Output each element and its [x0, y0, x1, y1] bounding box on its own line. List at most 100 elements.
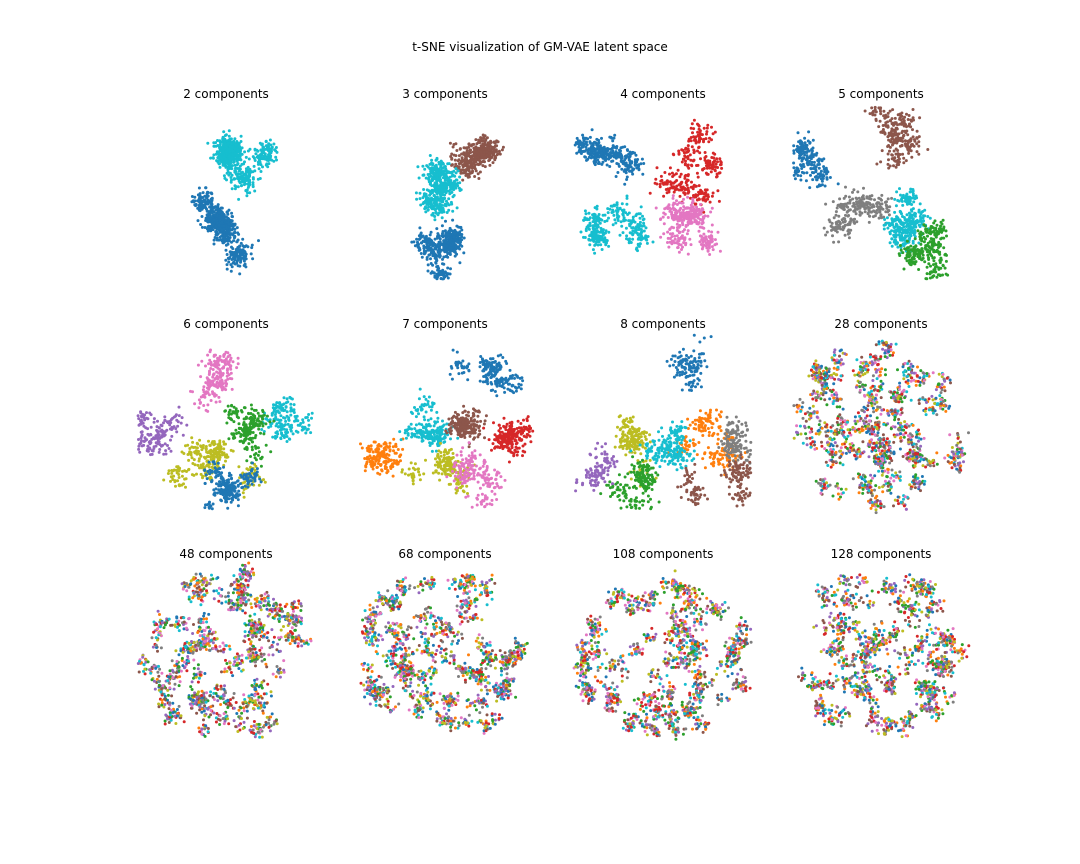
scatter-point-1	[239, 148, 242, 152]
scatter-point-3	[452, 235, 456, 239]
scatter-point-2	[888, 145, 892, 149]
scatter-point-2	[430, 158, 434, 162]
scatter-point-5	[919, 242, 923, 246]
scatter-point-4	[706, 249, 710, 252]
scatter-point-4	[704, 235, 708, 239]
scatter-point-4	[689, 216, 693, 220]
scatter-point-3	[440, 242, 444, 246]
scatter-point-1	[212, 153, 216, 157]
scatter-point-1	[469, 171, 473, 175]
scatter-point-4	[913, 231, 917, 234]
scatter-point-5	[941, 263, 945, 267]
scatter-point-2	[684, 159, 687, 163]
scatter-point-2	[218, 219, 222, 223]
scatter-point-2	[218, 216, 221, 219]
scatter-point-4	[705, 242, 709, 246]
scatter-point-3	[863, 210, 867, 214]
scatter-point-3	[879, 197, 882, 201]
scatter-point-1	[206, 141, 210, 145]
scatter-point-1	[254, 152, 258, 156]
scatter-point-4	[696, 216, 700, 220]
scatter-point-4	[684, 216, 687, 220]
scatter-point-1	[810, 151, 814, 155]
scatter-point-3	[865, 196, 869, 200]
scatter-point-3	[439, 248, 442, 252]
scatter-point-2	[249, 252, 253, 256]
scatter-point-4	[711, 248, 715, 252]
scatter-point-3	[451, 218, 455, 222]
scatter-point-1	[239, 184, 243, 188]
scatter-point-2	[230, 215, 234, 218]
scatter-point-1	[590, 128, 594, 132]
scatter-point-2	[200, 203, 204, 207]
scatter-point-3	[849, 218, 853, 222]
scatter-point-2	[428, 154, 432, 157]
scatter-point-3	[591, 216, 595, 220]
scatter-point-5	[946, 273, 950, 277]
scatter-point-3	[603, 213, 607, 217]
scatter-point-5	[928, 270, 932, 274]
scatter-point-1	[473, 163, 477, 167]
scatter-point-1	[251, 155, 255, 159]
scatter-point-4	[701, 238, 705, 242]
scatter-point-2	[209, 229, 213, 233]
scatter-point-4	[908, 225, 912, 228]
scatter-point-4	[905, 213, 909, 217]
scatter-point-1	[805, 171, 809, 175]
scatter-point-2	[229, 263, 233, 267]
scatter-point-1	[209, 156, 213, 160]
scatter-point-2	[884, 124, 888, 128]
scatter-point-2	[435, 176, 439, 180]
scatter-point-2	[710, 125, 713, 129]
scatter-point-3	[835, 206, 839, 210]
scatter-point-3	[830, 221, 834, 225]
scatter-point-1	[588, 135, 592, 139]
scatter-point-4	[899, 238, 902, 242]
scatter-point-2	[706, 159, 710, 163]
scatter-point-1	[821, 176, 825, 180]
scatter-point-2	[692, 118, 696, 122]
scatter-point-2	[432, 198, 436, 202]
scatter-point-2	[224, 224, 228, 228]
scatter-point-3	[853, 221, 857, 225]
scatter-point-2	[890, 129, 893, 133]
scatter-point-3	[438, 254, 442, 258]
scatter-point-2	[225, 234, 229, 238]
scatter-point-2	[705, 130, 709, 134]
scatter-point-2	[894, 126, 898, 130]
scatter-point-2	[446, 182, 450, 186]
scatter-point-1	[230, 145, 234, 149]
scatter-point-1	[224, 133, 228, 137]
scatter-point-3	[856, 190, 860, 194]
scatter-point-3	[637, 228, 641, 231]
scatter-point-4	[691, 205, 695, 209]
scatter-point-2	[696, 130, 700, 134]
scatter-point-3	[834, 227, 838, 230]
scatter-point-1	[823, 170, 827, 174]
scatter-point-2	[918, 116, 922, 120]
scatter-point-2	[907, 151, 911, 155]
scatter-point-2	[696, 175, 700, 179]
scatter-point-2	[203, 194, 207, 198]
scatter-point-4	[911, 192, 915, 196]
scatter-point-2	[453, 184, 457, 188]
scatter-point-4	[675, 199, 678, 203]
scatter-point-1	[633, 158, 637, 162]
scatter-point-2	[424, 176, 428, 180]
scatter-point-5	[929, 264, 932, 268]
scatter-point-5	[914, 249, 918, 253]
scatter-point-1	[805, 154, 809, 158]
scatter-point-2	[719, 160, 723, 163]
scatter-point-4	[908, 202, 912, 206]
scatter-point-3	[459, 225, 463, 229]
scatter-point-2	[203, 226, 207, 229]
scatter-point-2	[693, 184, 697, 188]
scatter-point-1	[450, 163, 454, 167]
scatter-point-4	[666, 230, 670, 234]
scatter-point-1	[611, 139, 615, 143]
scatter-point-1	[226, 168, 230, 172]
scatter-point-4	[678, 230, 682, 234]
scatter-point-3	[449, 243, 453, 247]
scatter-point-1	[823, 184, 827, 188]
scatter-point-3	[624, 226, 628, 230]
